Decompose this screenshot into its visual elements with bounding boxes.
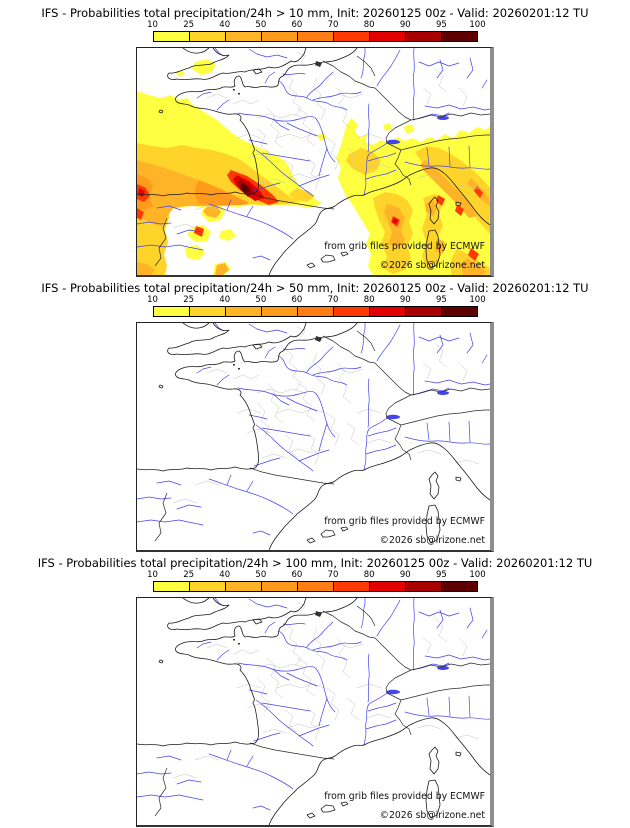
colorbar-segment xyxy=(225,307,262,316)
colorbar-tick: 10 xyxy=(147,295,158,305)
colorbar-bar xyxy=(152,31,478,42)
colorbar-tick: 50 xyxy=(255,295,267,305)
colorbar-segment xyxy=(333,307,370,316)
panel-title-10mm: IFS - Probabilities total precipitation/… xyxy=(41,6,589,20)
colorbar-tick: 25 xyxy=(183,295,195,305)
attribution-copyright: ©2026 sb@irizone.net xyxy=(380,260,486,271)
colorbar: 10 25 40 50 60 70 80 90 95 100 xyxy=(147,295,486,320)
panel-title-100mm: IFS - Probabilities total precipitation/… xyxy=(37,556,593,570)
panel-title-50mm: IFS - Probabilities total precipitation/… xyxy=(41,281,589,295)
colorbar-tick: 40 xyxy=(219,570,231,580)
colorbar-tick: 95 xyxy=(435,20,447,30)
map-frame-50mm: from grib files provided by ECMWF ©2026 … xyxy=(136,322,494,552)
colorbar-segment xyxy=(261,32,298,41)
colorbar-tick: 100 xyxy=(469,570,486,580)
map-frame-10mm: from grib files provided by ECMWF ©2026 … xyxy=(136,47,494,277)
colorbar-tick: 10 xyxy=(147,20,158,30)
colorbar-segment xyxy=(225,32,262,41)
colorbar-tick: 50 xyxy=(255,570,267,580)
colorbar-tick: 25 xyxy=(183,20,195,30)
colorbar-segment xyxy=(153,582,190,591)
colorbar-segment xyxy=(405,582,442,591)
colorbar-segment xyxy=(405,32,442,41)
colorbar-segment xyxy=(225,582,262,591)
colorbar-segment xyxy=(261,307,298,316)
colorbar-segment xyxy=(153,307,190,316)
attribution-copyright: ©2026 sb@irizone.net xyxy=(380,810,486,821)
map-france-100mm: from grib files provided by ECMWF ©2026 … xyxy=(137,598,490,825)
colorbar-segment xyxy=(189,582,226,591)
colorbar-tick: 80 xyxy=(363,295,375,305)
panel-precip-100mm: IFS - Probabilities total precipitation/… xyxy=(0,552,630,827)
colorbar-segment xyxy=(369,307,406,316)
colorbar-tick: 70 xyxy=(327,570,339,580)
colorbar-tick: 40 xyxy=(219,20,231,30)
colorbar-tick: 25 xyxy=(183,570,195,580)
colorbar-segment xyxy=(261,582,298,591)
map-france-10mm: from grib files provided by ECMWF ©2026 … xyxy=(137,48,490,275)
colorbar-tick: 60 xyxy=(291,570,303,580)
colorbar-segment xyxy=(441,307,477,316)
colorbar-tick: 90 xyxy=(399,295,411,305)
colorbar-tick: 80 xyxy=(363,570,375,580)
colorbar-segment xyxy=(441,582,477,591)
panel-precip-10mm: IFS - Probabilities total precipitation/… xyxy=(0,2,630,277)
colorbar-segment xyxy=(297,307,334,316)
map-frame-100mm: from grib files provided by ECMWF ©2026 … xyxy=(136,597,494,827)
colorbar-segment xyxy=(405,307,442,316)
attribution-source: from grib files provided by ECMWF xyxy=(324,791,485,802)
colorbar-segment xyxy=(189,32,226,41)
colorbar-tick: 50 xyxy=(255,20,267,30)
colorbar-tick: 90 xyxy=(399,570,411,580)
colorbar-tick: 70 xyxy=(327,295,339,305)
colorbar-tick: 60 xyxy=(291,20,303,30)
colorbar-segment xyxy=(369,582,406,591)
colorbar-segment xyxy=(333,32,370,41)
colorbar-tick: 100 xyxy=(469,20,486,30)
colorbar: 10 25 40 50 60 70 80 90 95 100 xyxy=(147,570,486,595)
colorbar-segment xyxy=(153,32,190,41)
colorbar-tick: 90 xyxy=(399,20,411,30)
colorbar-tick: 95 xyxy=(435,295,447,305)
map-france-50mm: from grib files provided by ECMWF ©2026 … xyxy=(137,323,490,550)
colorbar-tick: 10 xyxy=(147,570,158,580)
attribution-source: from grib files provided by ECMWF xyxy=(324,241,485,252)
colorbar-tick: 70 xyxy=(327,20,339,30)
panel-precip-50mm: IFS - Probabilities total precipitation/… xyxy=(0,277,630,552)
colorbar-bar xyxy=(152,581,478,592)
colorbar-tick: 40 xyxy=(219,295,231,305)
colorbar-segment xyxy=(441,32,477,41)
colorbar-segment xyxy=(333,582,370,591)
colorbar-tick: 80 xyxy=(363,20,375,30)
colorbar-tick: 95 xyxy=(435,570,447,580)
colorbar-segment xyxy=(297,582,334,591)
colorbar-tick: 60 xyxy=(291,295,303,305)
attribution-source: from grib files provided by ECMWF xyxy=(324,516,485,527)
colorbar-segment xyxy=(369,32,406,41)
colorbar-segment xyxy=(297,32,334,41)
colorbar-segment xyxy=(189,307,226,316)
attribution-copyright: ©2026 sb@irizone.net xyxy=(380,535,486,546)
colorbar: 10 25 40 50 60 70 80 90 95 100 xyxy=(147,20,486,45)
colorbar-bar xyxy=(152,306,478,317)
colorbar-tick: 100 xyxy=(469,295,486,305)
